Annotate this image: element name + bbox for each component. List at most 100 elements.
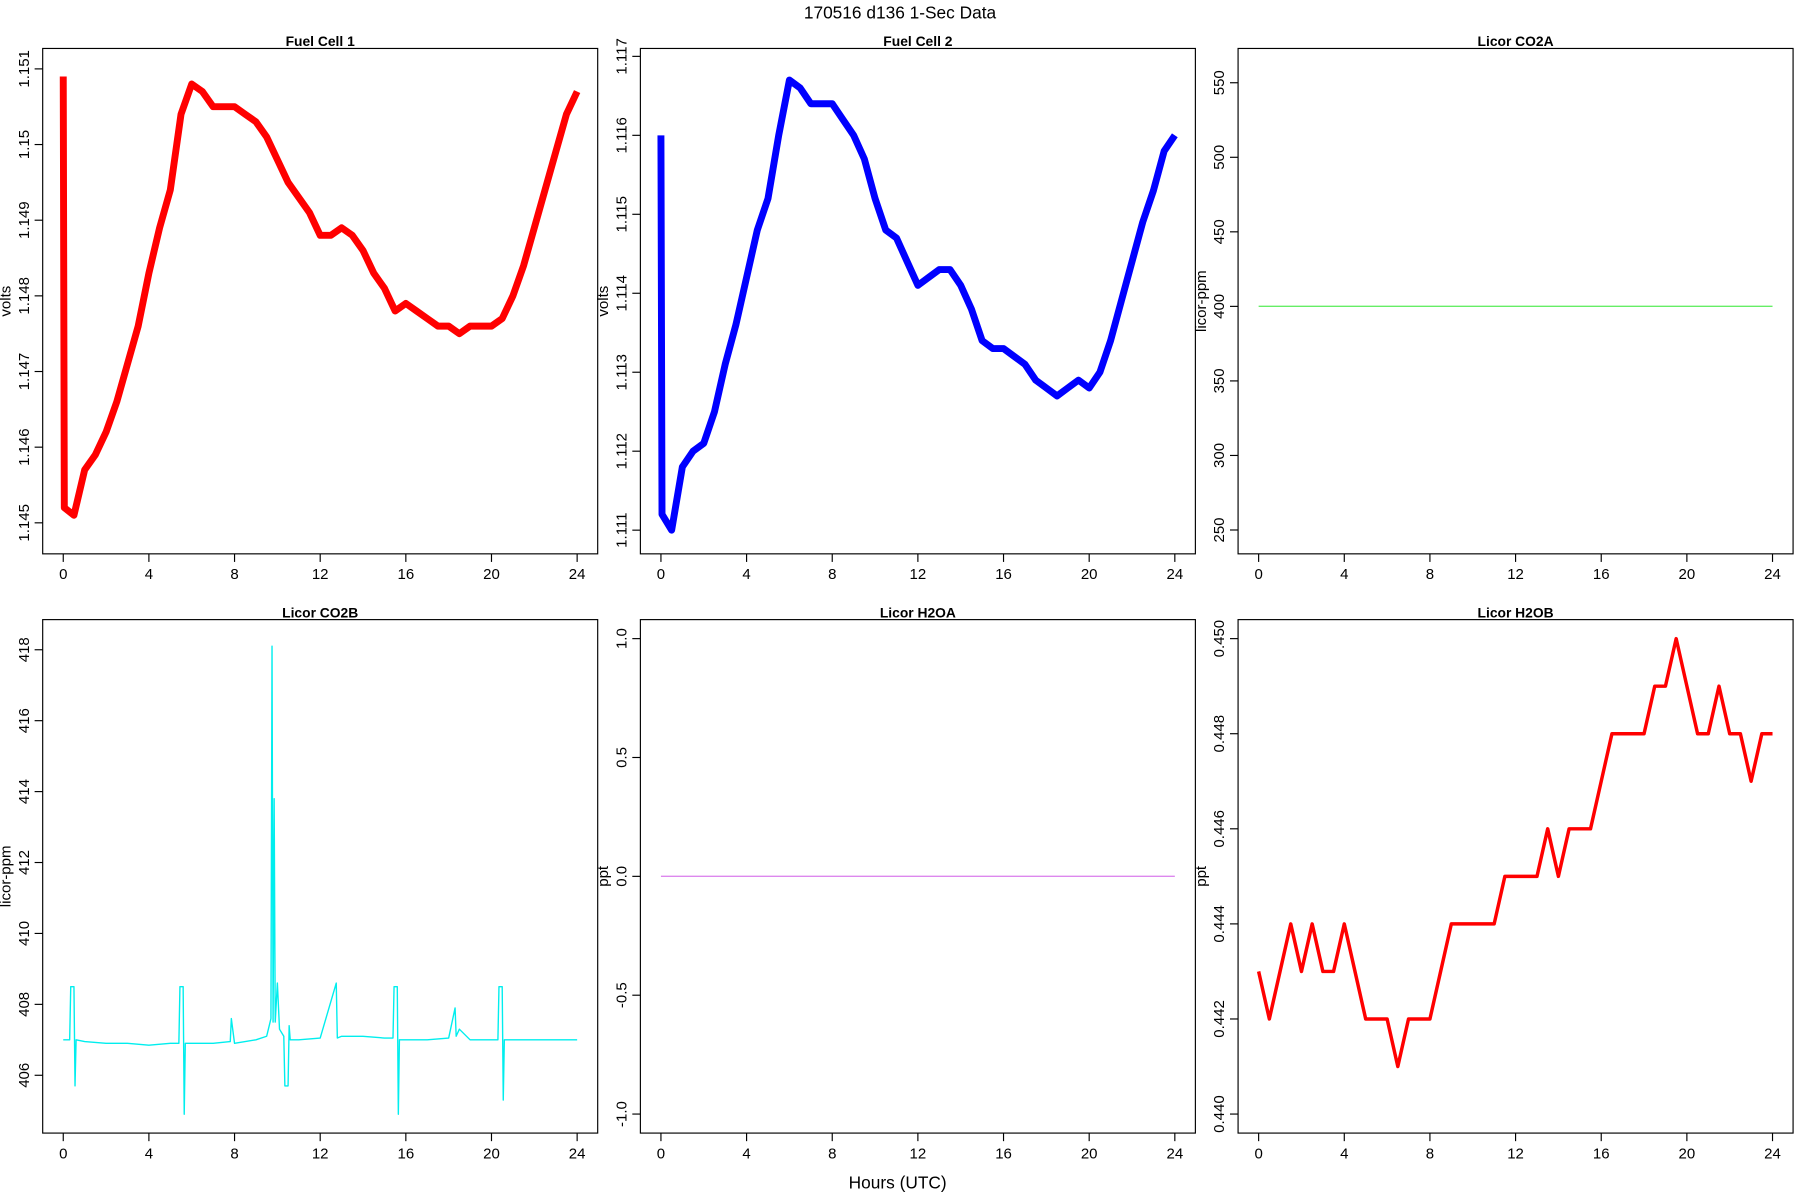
x-tick-label: 20: [1081, 566, 1098, 583]
x-tick-label: 16: [397, 566, 414, 583]
x-tick-label: 4: [1340, 566, 1348, 583]
y-axis-label: volts: [0, 286, 14, 317]
x-tick-label: 24: [569, 566, 586, 583]
y-tick-label: 400: [1211, 294, 1228, 319]
x-tick-label: 8: [828, 1145, 836, 1162]
x-tick-label: 24: [1166, 1145, 1183, 1162]
y-tick-label: 408: [16, 992, 33, 1017]
y-axis-label: ppt: [595, 865, 612, 887]
plot-frame: [42, 619, 599, 1134]
x-tick-label: 20: [483, 566, 500, 583]
y-tick-label: 1.111: [614, 513, 631, 548]
x-tick-label: 12: [1507, 566, 1524, 583]
y-tick-label: 0.5: [614, 747, 631, 768]
x-tick-label: 24: [1166, 566, 1183, 583]
y-tick-label: 0.450: [1211, 620, 1228, 658]
data-line: [1256, 636, 1773, 1069]
x-tick-label: 16: [1593, 1145, 1610, 1162]
y-tick-label: -0.5: [614, 982, 631, 1008]
y-tick-label: 0.444: [1211, 905, 1228, 943]
y-tick-label: 1.149: [16, 201, 33, 239]
x-tick-label: 20: [1679, 566, 1696, 583]
figure-title: 170516 d136 1-Sec Data: [804, 2, 997, 22]
x-tick-label: 20: [1081, 1145, 1098, 1162]
y-tick-label: 1.117: [614, 38, 631, 74]
panel-title: Licor H2OB: [1478, 604, 1554, 620]
y-tick-label: 1.15: [16, 130, 33, 159]
y-tick-label: 416: [16, 708, 33, 733]
x-tick-label: 12: [910, 1145, 927, 1162]
x-tick-label: 20: [1679, 1145, 1696, 1162]
y-tick-label: 406: [16, 1063, 33, 1088]
y-axis-label: ppt: [1193, 865, 1210, 887]
y-tick-label: 1.151: [16, 50, 33, 88]
x-tick-label: 20: [483, 1145, 500, 1162]
y-tick-label: 0.448: [1211, 715, 1228, 753]
y-tick-label: 414: [16, 779, 33, 804]
y-tick-label: 0.440: [1211, 1095, 1228, 1133]
y-tick-label: 1.115: [614, 196, 631, 232]
plot-frame: [1237, 47, 1794, 555]
x-tick-label: 4: [145, 1145, 153, 1162]
y-tick-label: -1.0: [614, 1101, 631, 1127]
x-tick-label: 8: [1426, 1145, 1434, 1162]
x-tick-label: 0: [1254, 1145, 1262, 1162]
y-tick-label: 0.446: [1211, 810, 1228, 848]
x-tick-label: 12: [312, 1145, 329, 1162]
data-line: [59, 76, 581, 519]
panel-title: Licor H2OA: [880, 604, 956, 620]
panel-title: Licor CO2A: [1478, 33, 1554, 49]
x-tick-label: 12: [910, 566, 927, 583]
x-tick-label: 8: [1426, 566, 1434, 583]
data-line: [63, 645, 578, 1115]
y-tick-label: 350: [1211, 368, 1228, 393]
y-tick-label: 1.114: [614, 275, 631, 311]
plot-frame: [639, 47, 1196, 555]
x-tick-label: 0: [657, 566, 665, 583]
y-axis-label: licor-ppm: [0, 846, 14, 908]
x-tick-label: 24: [1764, 566, 1781, 583]
x-tick-label: 16: [1593, 566, 1610, 583]
y-tick-label: 250: [1211, 517, 1228, 542]
x-axis-label: Hours (UTC): [849, 1172, 947, 1192]
x-tick-label: 4: [742, 566, 750, 583]
y-tick-label: 1.0: [614, 628, 631, 649]
x-tick-label: 16: [995, 1145, 1012, 1162]
x-tick-label: 0: [1254, 566, 1262, 583]
y-tick-label: 1.148: [16, 277, 33, 315]
x-tick-label: 4: [742, 1145, 750, 1162]
y-tick-label: 1.113: [614, 354, 631, 390]
y-tick-label: 1.147: [16, 353, 33, 391]
panel-title: Fuel Cell 1: [286, 33, 355, 49]
panel-title: Licor CO2B: [282, 604, 358, 620]
y-tick-label: 1.146: [16, 428, 33, 466]
y-axis-label: licor-ppm: [1193, 270, 1210, 332]
y-tick-label: 0.0: [614, 866, 631, 887]
x-tick-label: 4: [145, 566, 153, 583]
x-tick-label: 12: [312, 566, 329, 583]
plot-frame: [42, 47, 599, 555]
x-tick-label: 8: [828, 566, 836, 583]
x-tick-label: 8: [230, 566, 238, 583]
y-tick-label: 500: [1211, 145, 1228, 170]
panel-title: Fuel Cell 2: [883, 33, 952, 49]
y-tick-label: 1.145: [16, 504, 33, 542]
x-tick-label: 0: [657, 1145, 665, 1162]
y-tick-label: 0.442: [1211, 1000, 1228, 1038]
x-tick-label: 0: [59, 1145, 67, 1162]
y-tick-label: 412: [16, 850, 33, 875]
x-tick-label: 8: [230, 1145, 238, 1162]
y-axis-label: volts: [595, 286, 612, 317]
y-tick-label: 550: [1211, 70, 1228, 95]
y-tick-label: 300: [1211, 443, 1228, 468]
x-tick-label: 0: [59, 566, 67, 583]
y-tick-label: 450: [1211, 219, 1228, 244]
y-tick-label: 410: [16, 921, 33, 946]
y-tick-label: 1.116: [614, 117, 631, 153]
y-tick-label: 1.112: [614, 433, 631, 469]
x-tick-label: 12: [1507, 1145, 1524, 1162]
y-tick-label: 418: [16, 637, 33, 662]
data-line: [657, 76, 1178, 534]
